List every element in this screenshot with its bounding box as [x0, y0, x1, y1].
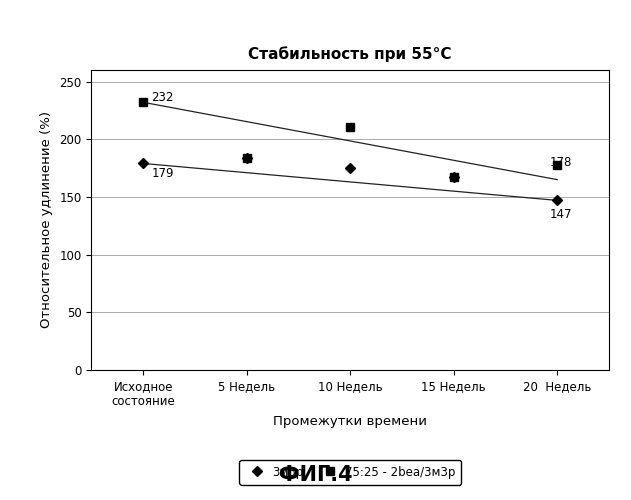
- Title: Стабильность при 55°C: Стабильность при 55°C: [249, 46, 452, 62]
- Text: 232: 232: [151, 91, 174, 104]
- Text: 178: 178: [550, 156, 572, 169]
- Text: 179: 179: [151, 167, 174, 180]
- Legend: 3м3р, 75:25 - 2bea/3м3р: 3м3р, 75:25 - 2bea/3м3р: [239, 460, 461, 484]
- Y-axis label: Относительное удлинение (%): Относительное удлинение (%): [40, 112, 52, 328]
- X-axis label: Промежутки времени: Промежутки времени: [273, 414, 427, 428]
- Text: ФИГ.4: ФИГ.4: [279, 465, 352, 485]
- Text: 147: 147: [550, 208, 572, 222]
